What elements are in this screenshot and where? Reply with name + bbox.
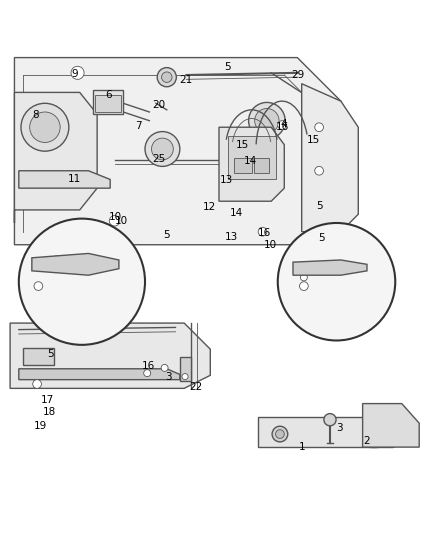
Text: 19: 19 bbox=[34, 421, 47, 431]
Polygon shape bbox=[14, 92, 97, 223]
Polygon shape bbox=[10, 323, 210, 389]
Text: 5: 5 bbox=[47, 350, 53, 359]
Circle shape bbox=[162, 72, 172, 83]
Circle shape bbox=[182, 374, 188, 379]
Circle shape bbox=[300, 282, 308, 290]
Bar bbox=[93, 90, 123, 114]
Bar bbox=[234, 158, 252, 173]
Text: 2: 2 bbox=[363, 437, 369, 447]
Text: 10: 10 bbox=[110, 212, 122, 222]
Text: 18: 18 bbox=[42, 407, 56, 417]
Text: 5: 5 bbox=[318, 233, 325, 243]
Text: 29: 29 bbox=[292, 70, 305, 80]
Polygon shape bbox=[19, 369, 180, 379]
Text: 21: 21 bbox=[179, 75, 192, 85]
Circle shape bbox=[324, 414, 336, 426]
Text: 3: 3 bbox=[166, 372, 172, 382]
Bar bbox=[254, 158, 269, 173]
Text: 22: 22 bbox=[190, 382, 203, 392]
Polygon shape bbox=[363, 403, 419, 447]
Text: 25: 25 bbox=[153, 155, 166, 165]
Circle shape bbox=[278, 223, 395, 341]
Text: 15: 15 bbox=[236, 140, 249, 150]
Circle shape bbox=[272, 426, 288, 442]
Polygon shape bbox=[258, 417, 393, 447]
Text: 5: 5 bbox=[224, 62, 231, 72]
Text: 15: 15 bbox=[307, 135, 320, 146]
Text: 1: 1 bbox=[299, 442, 306, 452]
Circle shape bbox=[258, 228, 267, 236]
Text: 9: 9 bbox=[71, 69, 78, 79]
Polygon shape bbox=[293, 260, 367, 275]
Circle shape bbox=[315, 166, 323, 175]
Text: 4: 4 bbox=[280, 119, 287, 129]
Circle shape bbox=[19, 219, 145, 345]
Text: 10: 10 bbox=[263, 240, 276, 250]
Circle shape bbox=[157, 68, 177, 87]
Text: 11: 11 bbox=[68, 174, 81, 183]
Polygon shape bbox=[302, 84, 358, 232]
Text: 7: 7 bbox=[135, 121, 142, 131]
Text: 16: 16 bbox=[258, 228, 271, 238]
Bar bbox=[228, 136, 276, 180]
Circle shape bbox=[278, 120, 286, 130]
Circle shape bbox=[300, 274, 307, 281]
Text: 10: 10 bbox=[114, 216, 127, 226]
Circle shape bbox=[315, 123, 323, 132]
Text: 12: 12 bbox=[202, 203, 215, 212]
Circle shape bbox=[21, 103, 69, 151]
Polygon shape bbox=[32, 254, 119, 275]
Text: 20: 20 bbox=[152, 100, 166, 110]
Circle shape bbox=[152, 138, 173, 160]
Circle shape bbox=[33, 379, 42, 389]
Text: 17: 17 bbox=[40, 394, 54, 405]
Text: 13: 13 bbox=[225, 232, 238, 242]
Text: 14: 14 bbox=[230, 208, 243, 219]
Text: 6: 6 bbox=[106, 91, 112, 100]
Text: 16: 16 bbox=[276, 122, 289, 132]
Text: 3: 3 bbox=[336, 423, 343, 433]
Polygon shape bbox=[219, 127, 284, 201]
Text: 14: 14 bbox=[244, 156, 258, 166]
Circle shape bbox=[144, 370, 151, 377]
Polygon shape bbox=[14, 58, 341, 245]
Circle shape bbox=[30, 112, 60, 142]
Circle shape bbox=[276, 430, 284, 439]
Bar bbox=[23, 348, 53, 365]
Text: 13: 13 bbox=[219, 175, 233, 185]
Circle shape bbox=[145, 132, 180, 166]
Circle shape bbox=[161, 365, 168, 372]
Text: 8: 8 bbox=[32, 110, 39, 120]
Circle shape bbox=[34, 282, 43, 290]
Text: 5: 5 bbox=[163, 230, 170, 240]
Text: 16: 16 bbox=[141, 361, 155, 371]
Bar bbox=[95, 94, 121, 112]
Circle shape bbox=[249, 102, 285, 139]
Text: 5: 5 bbox=[316, 201, 322, 212]
Circle shape bbox=[110, 215, 120, 226]
Bar bbox=[180, 357, 191, 381]
Circle shape bbox=[254, 109, 279, 133]
Circle shape bbox=[71, 66, 84, 79]
Polygon shape bbox=[19, 171, 110, 188]
